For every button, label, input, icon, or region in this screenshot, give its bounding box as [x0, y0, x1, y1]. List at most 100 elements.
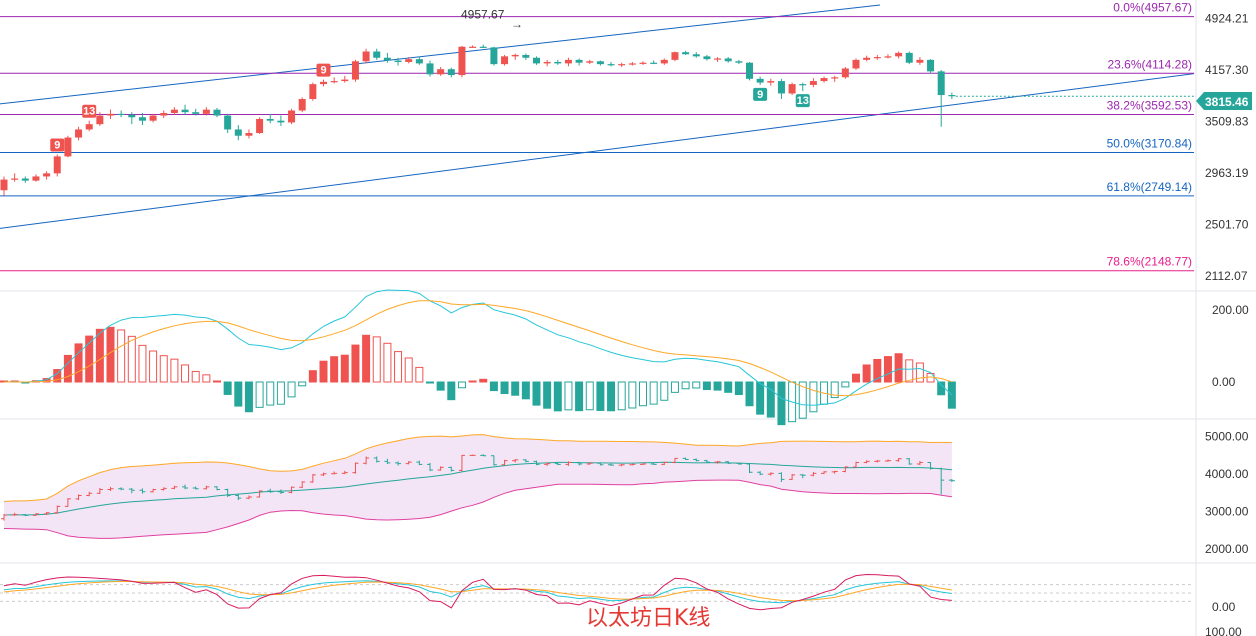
macd-histogram-bar [74, 343, 83, 383]
candle-body [490, 47, 498, 65]
candle-body [64, 137, 72, 157]
candle-body [511, 54, 519, 57]
candle-body [469, 46, 477, 48]
candle-body [586, 61, 594, 63]
candle-body [671, 52, 679, 60]
fib-label: 50.0%(3170.84) [1107, 136, 1192, 150]
candle-body [394, 60, 402, 62]
td-marker-badge [82, 104, 97, 118]
candle-body [192, 112, 200, 114]
candle-body [767, 81, 775, 83]
macd-histogram-bar [852, 373, 860, 383]
macd-histogram-bar [692, 381, 701, 389]
macd-histogram-bar [489, 381, 498, 392]
candle-body [650, 62, 658, 64]
macd-histogram-bar [276, 381, 285, 405]
macd-histogram-bar [798, 381, 807, 419]
td-marker-label: 13 [83, 106, 95, 118]
td-marker-badge [50, 138, 65, 152]
macd-histogram-bar [777, 381, 786, 426]
candle-body [351, 61, 359, 80]
macd-histogram-bar [223, 381, 232, 395]
macd-histogram-bar [883, 356, 892, 383]
candle-body [181, 109, 189, 113]
macd-histogram-bar [394, 351, 403, 383]
candle-body [607, 64, 615, 66]
macd-histogram-bar [362, 334, 371, 383]
td-marker-label: 9 [757, 89, 763, 101]
bollinger-tick-label: 3000.00 [1205, 504, 1249, 518]
candle-body [618, 64, 626, 66]
candle-body [21, 178, 29, 181]
macd-histogram-bar [724, 381, 733, 393]
candle-body [341, 79, 349, 82]
candle-body [554, 61, 562, 64]
macd-histogram-bar [95, 328, 104, 383]
macd-histogram-bar [915, 362, 924, 383]
bollinger-axis: 5000.00 4000.00 3000.00 2000.00 [1205, 429, 1249, 556]
candle-body [937, 71, 945, 96]
candle-body [309, 84, 317, 100]
fib-label: 0.0%(4957.67) [1113, 1, 1192, 15]
macd-histogram-bar [713, 381, 722, 391]
candle-body [362, 51, 370, 62]
candlestick-series [0, 44, 956, 196]
candle-body [831, 77, 839, 79]
macd-histogram-bar [639, 381, 647, 407]
macd-histogram-bar [213, 380, 221, 383]
macd-histogram-bar [298, 381, 307, 387]
macd-histogram-bar [202, 374, 211, 383]
trend-channel [0, 4, 1195, 229]
candle-body [639, 62, 647, 64]
macd-histogram-bar [479, 378, 488, 383]
candle-body [415, 59, 423, 64]
candle-body [96, 115, 104, 125]
macd-histogram-bar [404, 357, 413, 383]
candle-body [564, 59, 572, 64]
macd-histogram-bar [457, 381, 466, 389]
macd-histogram-bar [372, 336, 381, 383]
macd-histogram-bar [117, 329, 126, 383]
candle-body [809, 81, 817, 85]
candle-body [841, 68, 849, 78]
macd-histogram-bar [266, 381, 275, 406]
macd-histogram-bar [543, 381, 552, 409]
bollinger-tick-label: 4000.00 [1205, 467, 1249, 481]
macd-histogram-bar [426, 381, 434, 384]
bollinger-upper-line [3, 434, 952, 502]
macd-histogram-bar [63, 354, 72, 383]
macd-histogram-bar [745, 381, 754, 407]
macd-dif-line [3, 289, 953, 406]
macd-histogram-bar [873, 358, 882, 383]
bollinger-band-fill [4, 434, 952, 539]
fib-label: 78.6%(2148.77) [1107, 255, 1192, 269]
candle-body [884, 56, 892, 58]
macd-histogram-bar [447, 381, 456, 401]
bollinger-tick-label: 5000.00 [1205, 429, 1249, 443]
candle-body [714, 58, 722, 60]
macd-histogram-bar [841, 381, 850, 388]
last-price-label: 3815.46 [1205, 95, 1249, 109]
macd-histogram-bar [670, 381, 679, 393]
candle-body [117, 113, 125, 116]
macd-histogram-bar [511, 381, 520, 396]
macd-histogram-bar [628, 381, 637, 409]
macd-histogram-bar [330, 356, 339, 383]
macd-histogram-bar [191, 370, 200, 383]
candle-body [479, 46, 487, 48]
macd-histogram-bar [127, 335, 136, 383]
td-marker-badge [316, 63, 331, 77]
high-price-marker: 4957.67 [461, 8, 505, 22]
candle-body [820, 78, 828, 82]
candle-body [224, 115, 232, 130]
candle-body [522, 54, 530, 58]
td-marker-badge [753, 87, 768, 101]
macd-histogram-bar [585, 381, 594, 411]
candle-body [628, 63, 636, 65]
candle-body [458, 46, 466, 76]
price-tick-label: 3509.83 [1205, 115, 1249, 129]
candle-body [777, 81, 785, 94]
price-tick-label: 4924.21 [1205, 12, 1249, 26]
fib-label: 38.2%(3592.53) [1107, 98, 1192, 112]
